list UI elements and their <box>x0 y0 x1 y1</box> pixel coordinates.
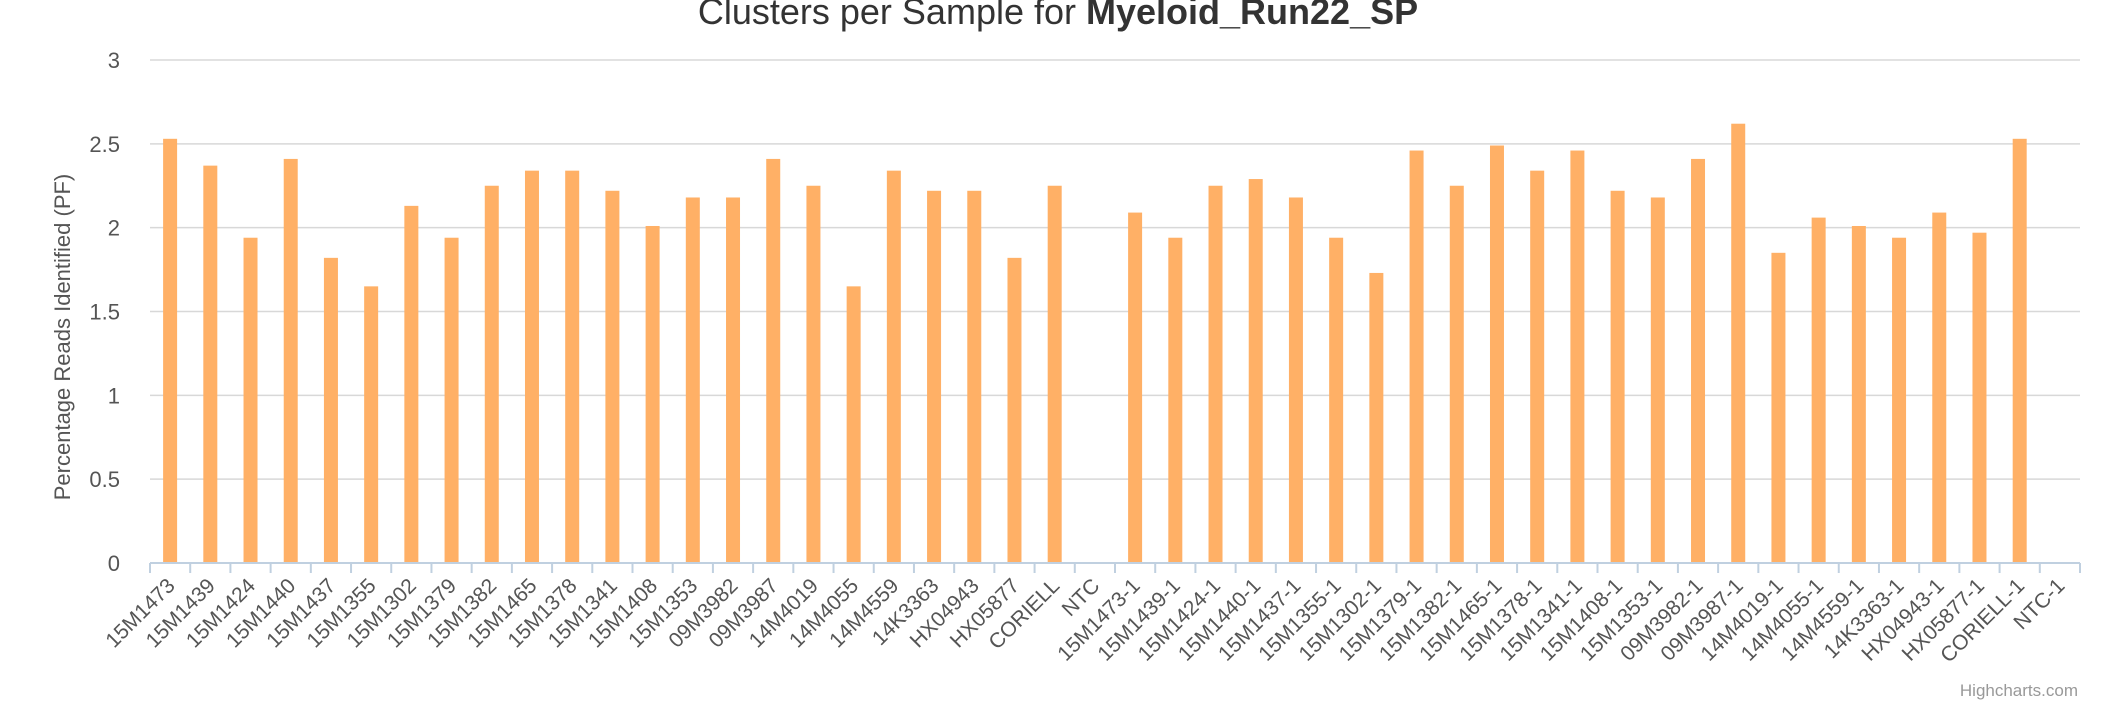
bar[interactable] <box>766 158 781 563</box>
chart-title-run-name: Myeloid_Run22_SP <box>1086 0 1418 32</box>
bar[interactable] <box>1208 185 1223 563</box>
bar[interactable] <box>1530 170 1545 563</box>
y-tick-label: 1.5 <box>89 300 120 325</box>
bar[interactable] <box>1972 232 1987 564</box>
bar[interactable] <box>1047 185 1062 563</box>
bar[interactable] <box>163 138 178 563</box>
bar[interactable] <box>444 237 459 563</box>
bar[interactable] <box>1409 150 1424 564</box>
bar[interactable] <box>1128 212 1143 563</box>
bar[interactable] <box>203 165 218 563</box>
bar[interactable] <box>927 190 942 563</box>
bar[interactable] <box>1570 150 1585 564</box>
bar[interactable] <box>2012 138 2027 563</box>
x-axis-ticks: 15M147315M143915M142415M144015M143715M13… <box>101 563 2081 667</box>
y-axis-label: Percentage Reads Identified (PF) <box>50 174 75 501</box>
credits-link[interactable]: Highcharts.com <box>1960 681 2078 700</box>
y-tick-label: 2.5 <box>89 132 120 157</box>
bar[interactable] <box>1892 237 1907 563</box>
bar[interactable] <box>1369 272 1384 563</box>
bar[interactable] <box>524 170 539 563</box>
bar[interactable] <box>1610 190 1625 563</box>
bar[interactable] <box>1691 158 1706 563</box>
bar[interactable] <box>1168 237 1183 563</box>
bar[interactable] <box>484 185 499 563</box>
bar[interactable] <box>1932 212 1947 563</box>
bar[interactable] <box>1007 257 1022 563</box>
bar[interactable] <box>1329 237 1344 563</box>
bar[interactable] <box>1288 197 1303 563</box>
y-tick-label: 2 <box>108 216 120 241</box>
y-axis-ticks: 0 0.5 1 1.5 2 2.5 3 <box>89 48 120 576</box>
bar[interactable] <box>364 286 379 563</box>
bar[interactable] <box>1731 123 1746 564</box>
bar[interactable] <box>243 237 258 563</box>
chart-title-prefix: Clusters per Sample for <box>698 0 1086 32</box>
bar[interactable] <box>1449 185 1464 563</box>
bar[interactable] <box>323 257 338 563</box>
bar[interactable] <box>1650 197 1665 563</box>
bar[interactable] <box>404 205 419 563</box>
bar[interactable] <box>605 190 620 563</box>
y-tick-label: 1 <box>108 383 120 408</box>
bar[interactable] <box>1248 179 1263 563</box>
bar[interactable] <box>1811 217 1826 563</box>
bar[interactable] <box>806 185 821 563</box>
y-tick-label: 3 <box>108 48 120 73</box>
bar[interactable] <box>565 170 580 563</box>
y-tick-label: 0 <box>108 551 120 576</box>
bar[interactable] <box>283 158 298 563</box>
bar[interactable] <box>1489 145 1504 563</box>
bar[interactable] <box>967 190 982 563</box>
bar[interactable] <box>645 225 660 564</box>
bar[interactable] <box>846 286 861 563</box>
gridlines <box>150 59 2080 480</box>
bar[interactable] <box>1771 252 1786 564</box>
bar[interactable] <box>685 197 700 563</box>
bar[interactable] <box>886 170 901 563</box>
bar[interactable] <box>1851 225 1866 564</box>
bars <box>163 123 2027 564</box>
bar[interactable] <box>726 197 741 563</box>
chart-title: Clusters per Sample for Myeloid_Run22_SP <box>698 0 1418 32</box>
y-tick-label: 0.5 <box>89 467 120 492</box>
